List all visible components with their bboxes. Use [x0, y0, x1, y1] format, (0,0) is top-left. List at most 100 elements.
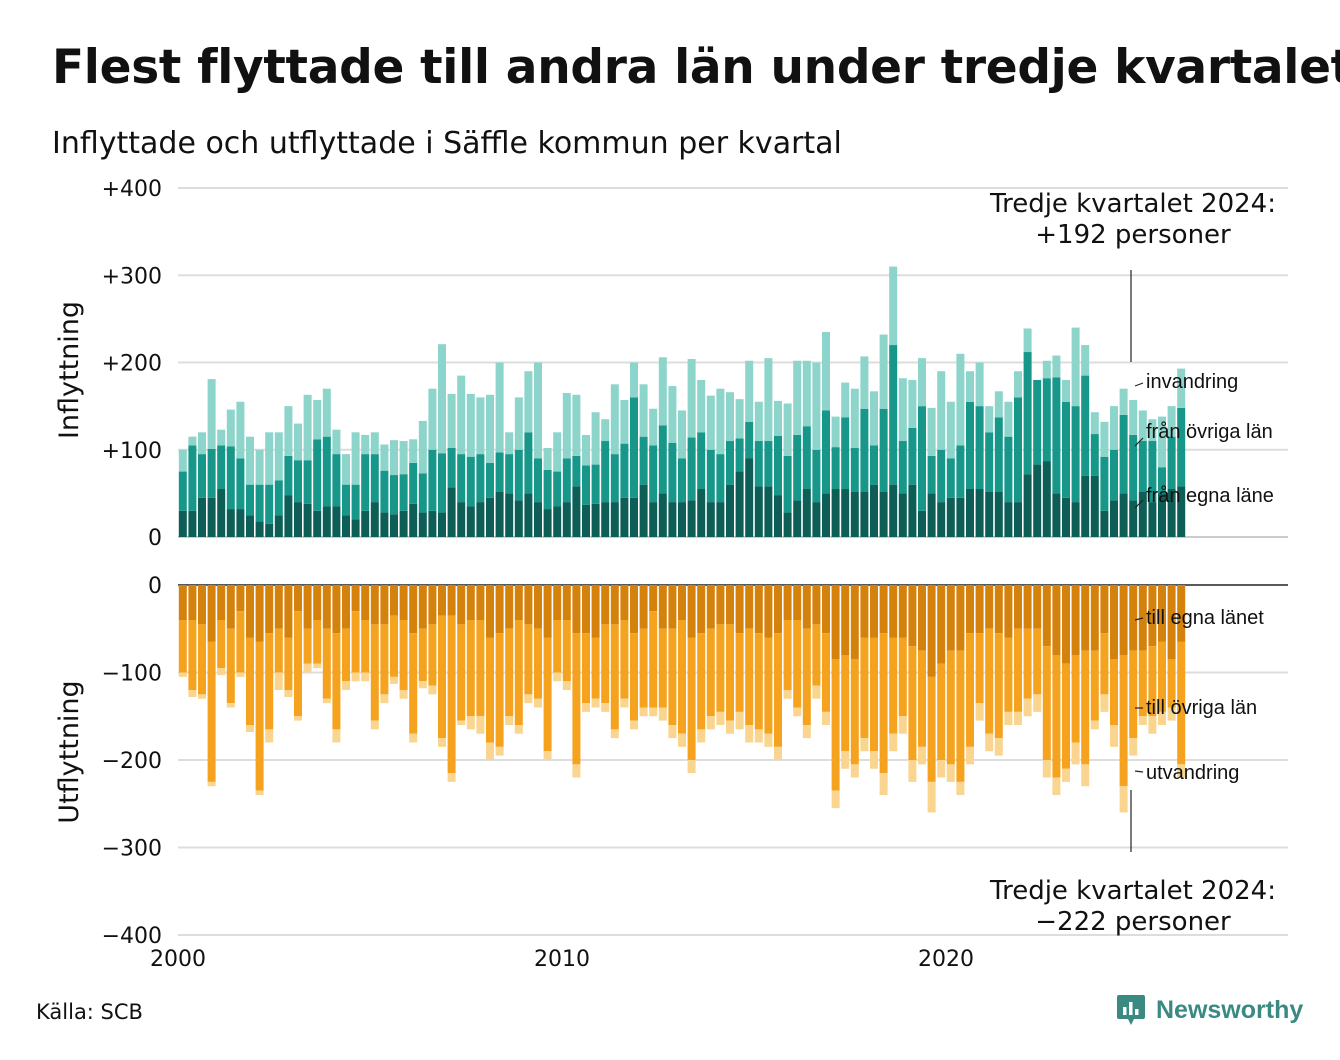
bar-utflyttning-s2 — [1071, 742, 1080, 765]
bar-utflyttning-s0 — [322, 585, 331, 629]
bar-inflyttning-s1 — [284, 455, 293, 496]
bar-inflyttning-s2 — [1167, 406, 1176, 437]
bar-utflyttning-s2 — [524, 694, 533, 704]
bar-inflyttning-s2 — [409, 439, 418, 463]
bar-utflyttning-s0 — [860, 585, 869, 638]
bar-utflyttning-s2 — [822, 711, 830, 725]
bar-inflyttning-s2 — [1129, 400, 1138, 435]
bar-inflyttning-s1 — [879, 408, 888, 492]
bar-utflyttning-s0 — [1014, 585, 1022, 629]
bar-utflyttning-s2 — [418, 681, 427, 689]
bar-utflyttning-s0 — [236, 585, 245, 612]
bar-utflyttning-s2 — [668, 725, 677, 739]
bar-inflyttning-s1 — [438, 453, 446, 513]
bar-utflyttning-s1 — [217, 620, 226, 669]
bar-utflyttning-s2 — [342, 681, 350, 690]
bar-utflyttning-s0 — [850, 585, 859, 660]
bar-utflyttning-s2 — [985, 733, 994, 752]
bar-inflyttning-s0 — [1090, 475, 1099, 537]
bar-utflyttning-s1 — [716, 624, 725, 712]
bar-utflyttning-s2 — [649, 707, 658, 717]
bar-utflyttning-s0 — [1004, 585, 1013, 638]
bar-utflyttning-s2 — [226, 703, 235, 708]
bar-inflyttning-s0 — [745, 458, 754, 537]
bar-utflyttning-s0 — [678, 585, 686, 620]
bar-inflyttning-s1 — [1062, 401, 1070, 498]
bar-utflyttning-s2 — [438, 738, 446, 747]
bar-utflyttning-s0 — [745, 585, 754, 629]
newsworthy-icon — [1117, 995, 1145, 1025]
bar-inflyttning-s1 — [342, 484, 350, 516]
bar-utflyttning-s0 — [754, 585, 763, 634]
bar-inflyttning-s2 — [1100, 421, 1109, 457]
bar-utflyttning-s0 — [351, 585, 360, 612]
bar-inflyttning-s0 — [812, 502, 821, 537]
bar-utflyttning-s2 — [764, 733, 773, 747]
bar-utflyttning-s0 — [476, 585, 485, 620]
bar-utflyttning-s2 — [1090, 720, 1099, 730]
bar-inflyttning-s2 — [313, 400, 322, 440]
bar-utflyttning-s0 — [591, 585, 600, 638]
bar-utflyttning-s2 — [783, 690, 792, 699]
bar-utflyttning-s0 — [246, 585, 254, 638]
bar-utflyttning-s2 — [399, 690, 408, 699]
bar-utflyttning-s1 — [361, 620, 370, 673]
bar-inflyttning-s1 — [1004, 436, 1013, 503]
bar-inflyttning-s2 — [975, 362, 984, 407]
bar-utflyttning-s0 — [438, 585, 446, 616]
bar-utflyttning-s1 — [514, 620, 523, 725]
bar-inflyttning-s1 — [351, 484, 360, 520]
series-label-fran-egna-lane: från egna läne — [1146, 485, 1274, 507]
y-tick-label-top: 0 — [148, 526, 162, 551]
bar-utflyttning-s1 — [783, 620, 792, 690]
bar-utflyttning-s1 — [697, 633, 706, 730]
bar-utflyttning-s2 — [1014, 711, 1022, 725]
bar-utflyttning-s1 — [1148, 646, 1157, 717]
bar-utflyttning-s2 — [505, 716, 514, 725]
bar-utflyttning-s1 — [313, 620, 322, 664]
bar-inflyttning-s2 — [255, 449, 264, 485]
bar-utflyttning-s1 — [658, 628, 667, 708]
bar-inflyttning-s0 — [639, 484, 648, 537]
bar-utflyttning-s2 — [361, 672, 370, 682]
bar-utflyttning-s2 — [1158, 711, 1166, 725]
bar-utflyttning-s0 — [1062, 585, 1070, 664]
bar-inflyttning-s0 — [332, 506, 341, 537]
bar-inflyttning-s0 — [236, 509, 245, 537]
bar-inflyttning-s1 — [697, 432, 706, 490]
bars-utflyttning — [178, 585, 1186, 813]
bar-utflyttning-s1 — [342, 628, 350, 682]
bar-inflyttning-s0 — [764, 486, 773, 537]
bar-utflyttning-s0 — [447, 585, 456, 616]
bar-utflyttning-s0 — [188, 585, 197, 620]
bar-utflyttning-s2 — [351, 672, 360, 682]
bar-utflyttning-s2 — [735, 711, 744, 730]
bar-utflyttning-s0 — [726, 585, 734, 625]
bar-utflyttning-s1 — [303, 628, 312, 664]
bar-utflyttning-s0 — [409, 585, 418, 634]
bar-utflyttning-s0 — [601, 585, 610, 625]
bar-utflyttning-s2 — [1052, 777, 1061, 795]
bar-utflyttning-s1 — [524, 624, 533, 695]
bar-utflyttning-s0 — [1177, 585, 1186, 642]
bar-inflyttning-s0 — [418, 512, 427, 537]
bar-utflyttning-s1 — [764, 637, 773, 734]
bar-inflyttning-s0 — [783, 512, 792, 537]
bar-utflyttning-s2 — [217, 668, 226, 676]
bar-utflyttning-s1 — [370, 624, 379, 721]
bar-utflyttning-s2 — [486, 742, 494, 760]
series-label-till-ovriga-lan: till övriga län — [1146, 697, 1257, 719]
bar-inflyttning-s2 — [1177, 368, 1186, 408]
bar-inflyttning-s1 — [716, 454, 725, 503]
bar-inflyttning-s0 — [735, 471, 744, 537]
annotation-top-line2: +192 personer — [1035, 220, 1231, 250]
bar-utflyttning-s1 — [495, 633, 504, 747]
bar-inflyttning-s0 — [438, 512, 446, 537]
bar-inflyttning-s1 — [1023, 352, 1032, 475]
bar-inflyttning-s1 — [1110, 449, 1118, 501]
bar-utflyttning-s0 — [1167, 585, 1176, 660]
bar-inflyttning-s1 — [274, 480, 283, 516]
bar-inflyttning-s2 — [812, 362, 821, 450]
bar-inflyttning-s0 — [658, 493, 667, 537]
bar-inflyttning-s2 — [793, 360, 802, 435]
